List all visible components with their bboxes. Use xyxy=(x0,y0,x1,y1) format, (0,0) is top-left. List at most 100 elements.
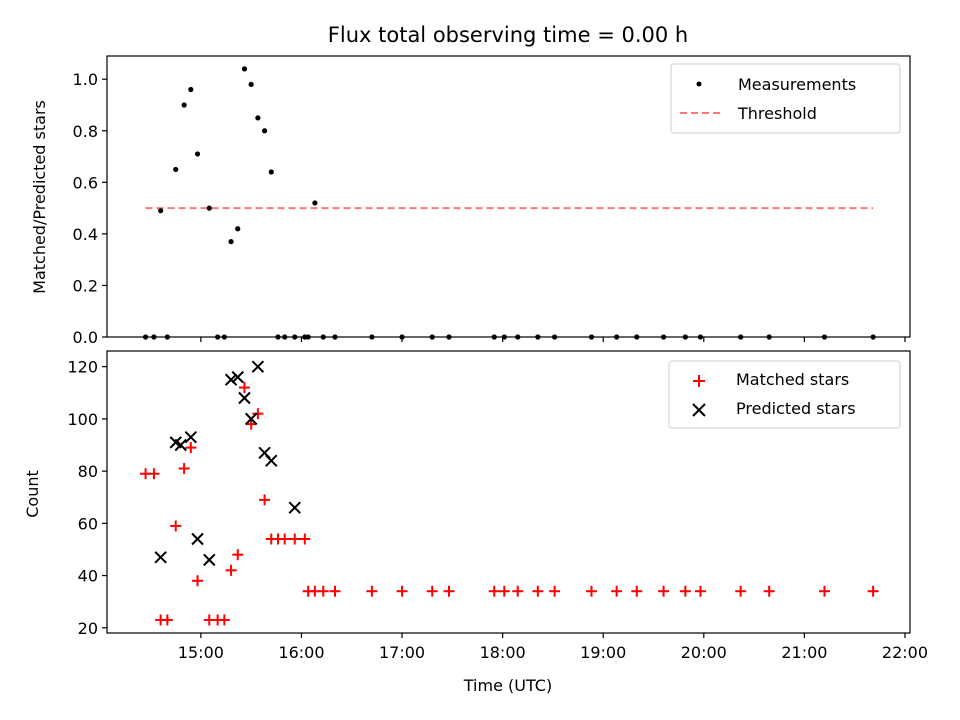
legend-label-measurements: Measurements xyxy=(738,75,856,94)
top-panel: 0.0 0.2 0.4 0.6 0.8 1.0 Matched/Predicted sta… xyxy=(30,55,911,347)
x-tick-label: 19:00 xyxy=(580,643,626,662)
matched-star-point xyxy=(161,614,173,626)
measurement-point xyxy=(158,208,164,214)
matched-star-point xyxy=(245,418,257,430)
matched-star-point xyxy=(631,585,643,597)
matched-star-point xyxy=(763,585,775,597)
matched-star-point xyxy=(585,585,597,597)
bottom-x-ticks: 15:00 16:00 17:00 18:00 19:00 20:00 21:00 22:00 xyxy=(178,633,928,662)
x-tick-label: 21:00 xyxy=(781,643,827,662)
bottom-y-tick-label: 20 xyxy=(78,619,98,638)
matched-star-point xyxy=(185,442,197,454)
bottom-legend: Matched stars Predicted stars xyxy=(668,360,901,429)
matched-star-point xyxy=(679,585,691,597)
matched-star-point xyxy=(611,585,623,597)
top-y-tick-label: 0.6 xyxy=(73,173,98,192)
matched-star-point xyxy=(225,564,237,576)
matched-star-point xyxy=(299,533,311,545)
matched-star-point xyxy=(192,575,204,587)
top-x-ticks xyxy=(200,337,906,342)
matched-star-point xyxy=(259,494,271,506)
measurement-point xyxy=(235,226,241,232)
chart-title: Flux total observing time = 0.00 h xyxy=(328,23,688,47)
matched-star-point xyxy=(252,408,264,420)
matched-star-point xyxy=(232,549,244,561)
matched-star-point xyxy=(867,585,879,597)
matched-star-point xyxy=(694,585,706,597)
bottom-panel: 20 40 60 80 100 120 15:00 16:00 17:00 18:00 19:00… xyxy=(23,350,928,695)
x-tick-label: 18:00 xyxy=(480,643,526,662)
legend-marker-predicted xyxy=(692,403,706,417)
matched-star-point xyxy=(329,585,341,597)
matched-star-point xyxy=(819,585,831,597)
legend-marker-matched xyxy=(693,375,705,387)
bottom-y-ticks: 20 40 60 80 100 120 xyxy=(67,358,107,638)
legend-marker-measurements xyxy=(696,81,702,87)
legend-label-predicted: Predicted stars xyxy=(736,399,856,418)
matched-star-point xyxy=(170,520,182,532)
measurement-point xyxy=(173,166,179,173)
measurement-point xyxy=(248,81,254,87)
bottom-legend-box xyxy=(668,360,901,429)
top-y-ticks: 0.0 0.2 0.4 0.6 0.8 1.0 xyxy=(73,70,107,347)
measurement-point xyxy=(228,239,234,245)
matched-star-point xyxy=(488,585,500,597)
matched-star-point xyxy=(443,585,455,597)
predicted-star-point xyxy=(184,430,198,444)
top-y-axis-label: Matched/Predicted stars xyxy=(30,100,49,294)
matched-star-point xyxy=(532,585,544,597)
predicted-star-point xyxy=(224,373,238,386)
matched-star-point xyxy=(218,614,230,626)
top-y-tick-label: 0.4 xyxy=(73,225,98,244)
predicted-star-point xyxy=(238,391,251,405)
matched-star-point xyxy=(549,585,561,597)
measurement-point xyxy=(241,66,248,72)
top-axes-frame xyxy=(106,55,911,338)
bottom-y-tick-label: 80 xyxy=(78,462,98,481)
x-tick-label: 17:00 xyxy=(379,643,425,662)
x-tick-label: 20:00 xyxy=(681,643,727,662)
x-axis-label: Time (UTC) xyxy=(463,676,552,695)
matched-star-point xyxy=(396,585,408,597)
bottom-axes-frame xyxy=(106,350,911,634)
matched-star-point xyxy=(279,533,291,545)
bottom-y-tick-label: 120 xyxy=(67,358,98,377)
bottom-marks xyxy=(140,360,879,626)
legend-label-threshold: Threshold xyxy=(737,104,817,123)
top-y-tick-label: 0.0 xyxy=(73,328,98,347)
measurement-point xyxy=(255,115,261,121)
predicted-star-point xyxy=(203,553,216,567)
bottom-y-tick-label: 100 xyxy=(67,410,98,429)
top-y-tick-label: 0.8 xyxy=(73,122,98,141)
predicted-star-point xyxy=(191,532,204,546)
top-y-tick-label: 0.2 xyxy=(73,276,98,295)
top-marks xyxy=(142,66,876,340)
measurement-point xyxy=(261,128,268,134)
measurement-point xyxy=(194,151,201,157)
x-tick-label: 22:00 xyxy=(882,643,928,662)
top-legend-box xyxy=(670,63,901,134)
predicted-star-point xyxy=(251,360,265,373)
matched-star-point xyxy=(238,382,250,394)
matched-star-point xyxy=(289,533,301,545)
measurement-point xyxy=(206,205,212,211)
predicted-star-point xyxy=(265,454,278,467)
matched-star-point xyxy=(735,585,747,597)
matched-star-point xyxy=(317,585,329,597)
legend-label-matched: Matched stars xyxy=(736,370,849,389)
matched-star-point xyxy=(178,463,190,474)
predicted-star-point xyxy=(174,438,187,452)
predicted-star-point xyxy=(231,370,244,384)
matched-star-point xyxy=(426,585,438,597)
bottom-y-axis-label: Count xyxy=(23,470,42,518)
matched-star-point xyxy=(148,468,160,480)
predicted-star-point xyxy=(288,501,301,514)
top-y-tick-label: 1.0 xyxy=(73,70,98,89)
matched-star-point xyxy=(366,585,378,597)
matched-star-point xyxy=(658,585,670,597)
predicted-star-point xyxy=(154,551,167,564)
x-tick-label: 15:00 xyxy=(178,643,224,662)
measurement-point xyxy=(312,200,318,206)
matched-star-point xyxy=(512,585,524,597)
